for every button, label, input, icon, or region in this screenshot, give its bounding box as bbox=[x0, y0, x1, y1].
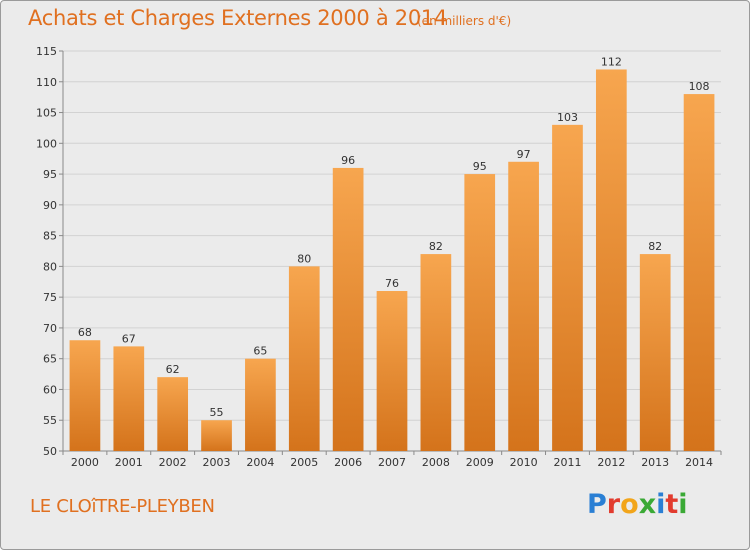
x-tick-label: 2012 bbox=[597, 456, 625, 469]
bar-value-label: 82 bbox=[429, 240, 443, 253]
y-tick-label: 95 bbox=[43, 168, 57, 181]
x-tick-label: 2014 bbox=[685, 456, 713, 469]
bar bbox=[552, 124, 583, 451]
data-labels: 68 67 62 55 65 80 96 76 82 95 97 103 112 82 108 bbox=[78, 55, 710, 419]
logo-letter: i bbox=[678, 489, 688, 520]
x-tick-label: 2006 bbox=[334, 456, 362, 469]
x-tick-label: 2013 bbox=[641, 456, 669, 469]
bar-value-label: 76 bbox=[385, 277, 399, 290]
y-tick-label: 65 bbox=[43, 353, 57, 366]
bar bbox=[332, 167, 364, 451]
x-tick-label: 2008 bbox=[422, 456, 450, 469]
x-tick-label: 2004 bbox=[246, 456, 274, 469]
bar bbox=[157, 377, 189, 451]
bar-value-label: 95 bbox=[473, 160, 487, 173]
x-tick-label: 2000 bbox=[71, 456, 99, 469]
commune-name: LE CLOîTRE-PLEYBEN bbox=[30, 496, 215, 517]
bar-value-label: 103 bbox=[557, 111, 578, 124]
bar-value-label: 97 bbox=[517, 148, 531, 161]
y-tick-label: 90 bbox=[43, 199, 57, 212]
bar-value-label: 82 bbox=[648, 240, 662, 253]
bar bbox=[376, 291, 408, 451]
bar bbox=[113, 346, 145, 451]
y-tick-label: 60 bbox=[43, 383, 57, 396]
bar bbox=[508, 161, 539, 451]
bar bbox=[464, 174, 496, 452]
bar-value-label: 96 bbox=[341, 154, 355, 167]
logo-letter: r bbox=[606, 489, 621, 520]
bar bbox=[288, 266, 320, 451]
bar bbox=[683, 94, 715, 452]
bar-value-label: 108 bbox=[689, 80, 710, 93]
y-tick-label: 115 bbox=[36, 45, 57, 58]
bar-value-label: 65 bbox=[253, 345, 267, 358]
bar-value-label: 62 bbox=[166, 363, 180, 376]
y-tick-label: 50 bbox=[43, 445, 57, 458]
bar bbox=[69, 340, 101, 451]
bar bbox=[639, 254, 671, 451]
x-tick-label: 2005 bbox=[290, 456, 318, 469]
bar bbox=[245, 358, 276, 451]
y-tick-label: 105 bbox=[36, 107, 57, 120]
y-tick-label: 100 bbox=[36, 137, 57, 150]
bar-value-label: 112 bbox=[601, 55, 622, 68]
logo-letter: i bbox=[656, 489, 666, 520]
x-tick-label: 2002 bbox=[159, 456, 187, 469]
logo-letter: P bbox=[587, 489, 607, 520]
logo-letter: x bbox=[638, 489, 657, 520]
y-tick-label: 75 bbox=[43, 291, 57, 304]
bar bbox=[201, 420, 232, 451]
bar bbox=[420, 254, 452, 451]
bar-value-label: 55 bbox=[210, 406, 224, 419]
y-tick-label: 85 bbox=[43, 230, 57, 243]
chart-title: Achats et Charges Externes 2000 à 2014 bbox=[28, 6, 448, 30]
axes: 50 55 60 65 70 75 80 85 90 95 100 105 110 115 2000 2001… bbox=[36, 45, 722, 469]
x-tick-label: 2010 bbox=[510, 456, 538, 469]
x-tick-label: 2007 bbox=[378, 456, 406, 469]
bar bbox=[595, 69, 627, 451]
proxiti-logo: Proxiti bbox=[587, 489, 688, 520]
y-tick-label: 55 bbox=[43, 414, 57, 427]
bar-value-label: 68 bbox=[78, 326, 92, 339]
chart-unit-label: (en milliers d'€) bbox=[417, 14, 512, 28]
y-tick-label: 70 bbox=[43, 322, 57, 335]
x-tick-label: 2011 bbox=[553, 456, 581, 469]
x-tick-label: 2001 bbox=[115, 456, 143, 469]
y-tick-label: 80 bbox=[43, 260, 57, 273]
x-tick-label: 2003 bbox=[203, 456, 231, 469]
x-tick-label: 2009 bbox=[466, 456, 494, 469]
bars bbox=[69, 69, 715, 452]
bar-value-label: 80 bbox=[297, 252, 311, 265]
bar-value-label: 67 bbox=[122, 332, 136, 345]
y-tick-label: 110 bbox=[36, 76, 57, 89]
logo-letter: t bbox=[665, 489, 679, 520]
logo-letter: o bbox=[620, 489, 639, 520]
